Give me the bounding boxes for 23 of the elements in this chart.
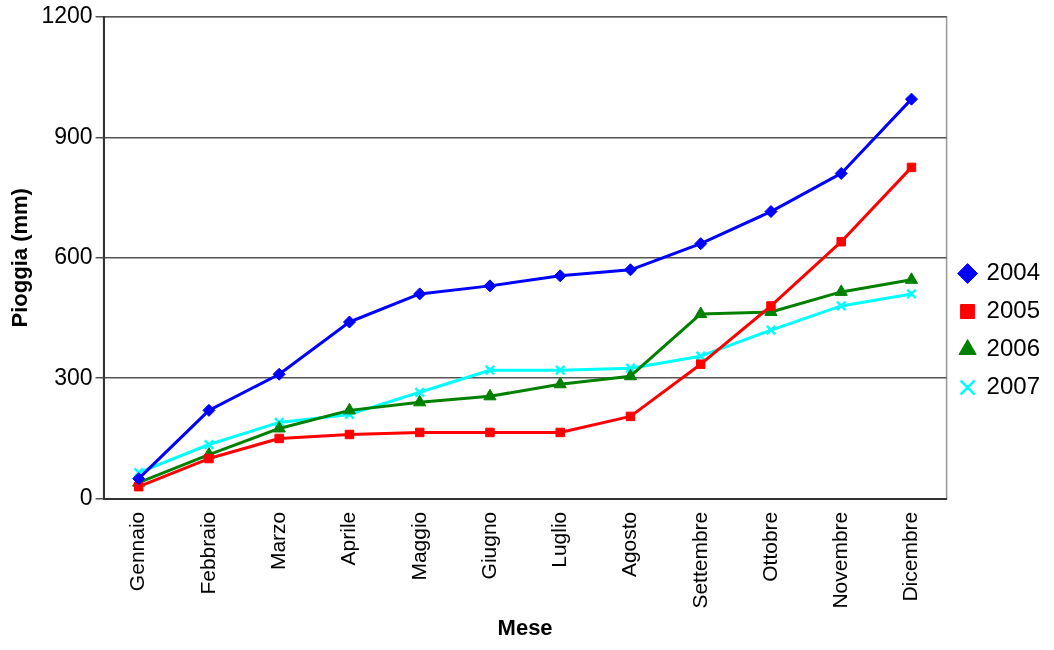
- x-axis-title: Mese: [497, 614, 553, 640]
- x-tick-label: Marzo: [266, 511, 289, 571]
- x-tick-label: Aprile: [336, 511, 360, 566]
- x-tick-label: Giugno: [476, 511, 500, 580]
- y-axis-title: Pioggia (mm): [7, 188, 33, 328]
- y-tick-label: 1200: [41, 2, 93, 29]
- y-tick-label: 600: [54, 243, 93, 270]
- x-tick-label: Dicembre: [898, 511, 922, 602]
- y-tick-label: 0: [79, 484, 93, 511]
- x-tick-label: Settembre: [687, 511, 711, 609]
- x-tick-label: Luglio: [547, 511, 571, 568]
- x-tick-label: Gennaio: [125, 511, 149, 592]
- x-tick-label: Novembre: [828, 511, 852, 609]
- x-tick-label: Agosto: [617, 511, 641, 578]
- y-tick-label: 900: [54, 122, 93, 149]
- legend-label: 2006: [986, 334, 1040, 362]
- legend-label: 2007: [986, 372, 1040, 400]
- y-tick-label: 300: [54, 363, 93, 390]
- x-tick-label: Ottobre: [757, 511, 781, 582]
- legend-label: 2004: [986, 258, 1040, 286]
- legend-label: 2005: [986, 296, 1040, 324]
- x-tick-label: Maggio: [406, 511, 430, 581]
- x-tick-label: Febbraio: [195, 511, 219, 595]
